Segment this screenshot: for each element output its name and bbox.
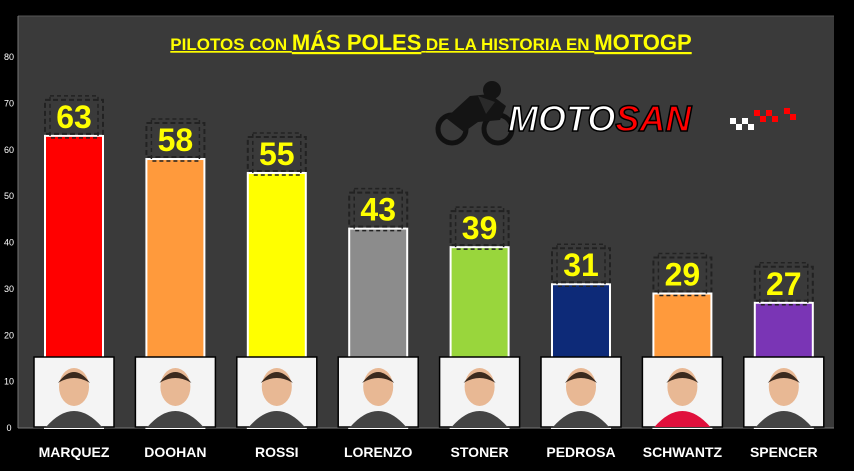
data-label-frame	[753, 265, 814, 302]
y-tick-label: 50	[4, 191, 14, 201]
data-label-frame	[652, 256, 713, 293]
data-label-frame-outer	[556, 243, 606, 287]
category-label: ROSSI	[255, 444, 299, 460]
y-tick-label: 70	[4, 98, 14, 108]
rider-photo	[337, 356, 419, 428]
category-label: LORENZO	[344, 444, 413, 460]
data-label: 39	[462, 210, 498, 246]
data-label-frame-outer	[150, 118, 201, 162]
logo-text-part-1: MOTO	[508, 98, 615, 139]
data-label: 27	[766, 266, 802, 302]
y-tick-label: 20	[4, 330, 14, 340]
title-part-1: PILOTOS CON	[170, 35, 292, 54]
data-label: 29	[665, 257, 701, 293]
rider-photo	[540, 356, 622, 428]
logo-text: MOTOSAN	[508, 98, 692, 139]
data-label-frame	[449, 210, 510, 247]
rider-photo	[236, 356, 318, 428]
data-label-frame-outer	[252, 132, 302, 176]
title-part-3: DE LA HISTORIA EN	[426, 35, 594, 54]
data-labels: 63 58 55 43 39 31 29 27	[56, 99, 801, 302]
category-label: MARQUEZ	[39, 444, 110, 460]
data-label-frame	[246, 135, 307, 172]
motorcycle-rider-icon	[435, 81, 515, 146]
data-label-frame-outer	[657, 252, 708, 297]
data-label-frame-outer	[49, 95, 99, 139]
data-label-frames	[44, 95, 814, 306]
title-part-2: MÁS POLES	[292, 30, 422, 55]
x-axis-category-labels: MARQUEZ DOOHAN ROSSI LORENZO STONER PEDROSA SC…	[39, 444, 818, 460]
rider-photo	[641, 356, 724, 428]
chart-title: PILOTOS CON MÁS POLES DE LA HISTORIA EN …	[170, 30, 691, 55]
y-tick-label: 10	[4, 377, 14, 387]
y-tick-label: 30	[4, 284, 14, 294]
y-tick-label: 0	[6, 423, 11, 433]
category-label: PEDROSA	[546, 444, 615, 460]
data-label: 43	[360, 192, 396, 228]
rider-photo	[134, 356, 217, 428]
title-part-4: MOTOGP	[594, 30, 691, 55]
y-axis-ticks: 0 10 20 30 40 50 60 70 80	[4, 52, 14, 433]
rider-photos	[33, 356, 825, 428]
data-label: 63	[56, 99, 92, 135]
data-label-frame	[348, 191, 409, 228]
rider-photo	[743, 356, 825, 428]
category-label: SPENCER	[750, 444, 818, 460]
y-tick-label: 80	[4, 52, 14, 62]
data-label-frame	[145, 122, 206, 159]
data-label-frame-outer	[353, 187, 403, 232]
motosan-logo: MOTOSAN	[435, 81, 796, 146]
checkered-flag-icon	[730, 108, 796, 130]
category-label: SCHWANTZ	[643, 444, 723, 460]
data-label: 55	[259, 136, 295, 172]
y-tick-label: 40	[4, 238, 14, 248]
data-label-frame-outer	[454, 206, 505, 250]
category-label: DOOHAN	[144, 444, 206, 460]
logo-text-part-2: SAN	[615, 98, 692, 139]
data-label-frame	[551, 247, 611, 284]
rider-photo	[33, 356, 115, 428]
y-tick-label: 60	[4, 145, 14, 155]
data-label: 58	[158, 122, 194, 158]
data-label-frame-outer	[759, 262, 809, 306]
data-label-frame	[44, 98, 104, 135]
rider-photo	[438, 356, 521, 428]
category-label: STONER	[451, 444, 509, 460]
data-label: 31	[563, 247, 599, 283]
